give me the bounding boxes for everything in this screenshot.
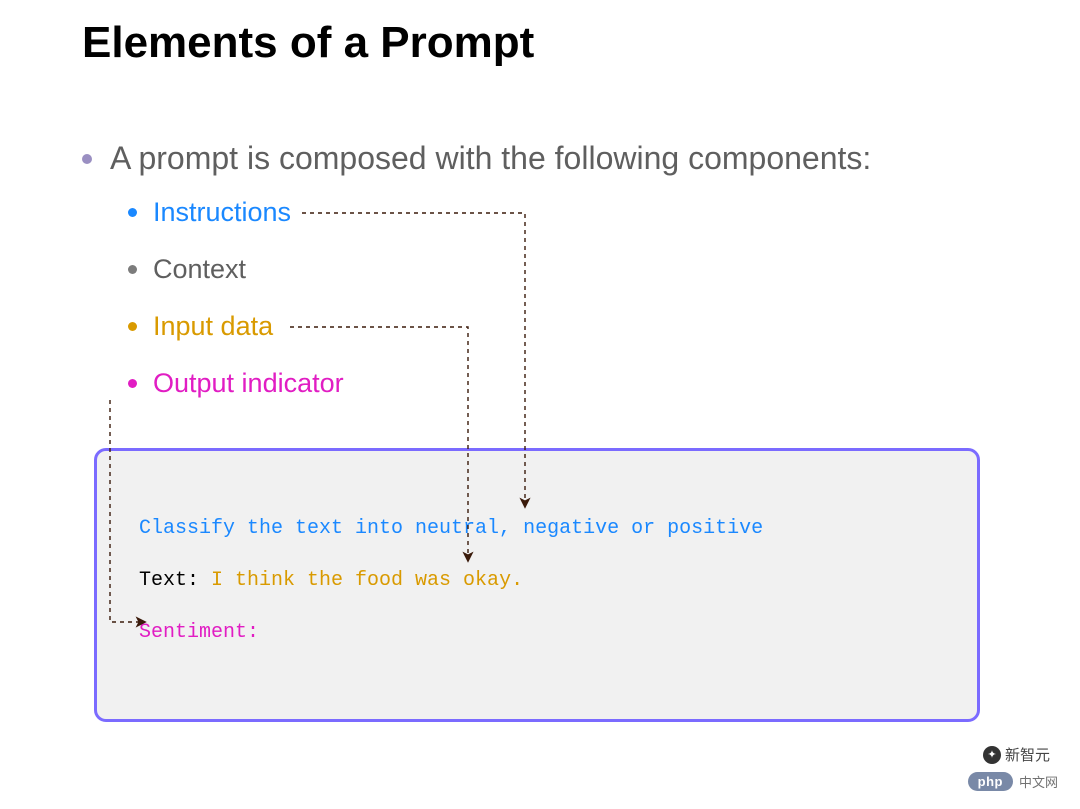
bullet-dot-icon: [128, 265, 137, 274]
sub-bullet-context: Context: [128, 254, 246, 285]
code-line-instruction: Classify the text into neutral, negative…: [139, 515, 935, 543]
bullet-dot-icon: [128, 322, 137, 331]
watermark-top-text: 新智元: [1005, 744, 1050, 765]
code-text: Classify the text into neutral, negative…: [139, 517, 763, 540]
bullet-dot-icon: [128, 208, 137, 217]
code-line-input: Text: I think the food was okay.: [139, 567, 935, 595]
watermark-php-badge: php: [968, 772, 1013, 791]
sub-bullet-input-data: Input data: [128, 311, 273, 342]
sub-bullet-label: Input data: [153, 311, 273, 342]
code-line-output-indicator: Sentiment:: [139, 619, 935, 647]
main-bullet: A prompt is composed with the following …: [82, 140, 871, 177]
sub-bullet-output-indicator: Output indicator: [128, 368, 344, 399]
watermark-cn-text: 中文网: [1019, 772, 1058, 791]
watermark-icon: ✦: [983, 746, 1001, 764]
bullet-dot-icon: [128, 379, 137, 388]
watermark-top: ✦ 新智元: [983, 744, 1050, 765]
bullet-dot-icon: [82, 154, 92, 164]
code-text-prefix: Text:: [139, 569, 211, 592]
code-text-value: I think the food was okay.: [211, 569, 523, 592]
main-bullet-text: A prompt is composed with the following …: [110, 140, 871, 177]
code-text: Sentiment:: [139, 621, 259, 644]
sub-bullet-label: Output indicator: [153, 368, 344, 399]
example-code-box: Classify the text into neutral, negative…: [94, 448, 980, 722]
page-title: Elements of a Prompt: [82, 18, 534, 68]
sub-bullet-label: Instructions: [153, 197, 291, 228]
sub-bullet-instructions: Instructions: [128, 197, 291, 228]
sub-bullet-label: Context: [153, 254, 246, 285]
watermark-bottom: php 中文网: [968, 772, 1058, 791]
